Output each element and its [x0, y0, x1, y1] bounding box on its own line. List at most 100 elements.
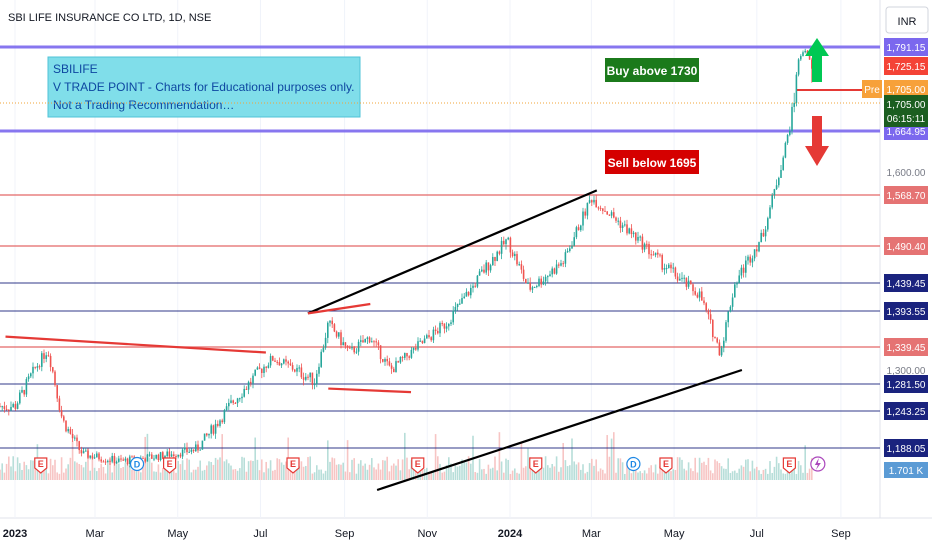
candle-body	[412, 347, 415, 350]
x-tick-label-5[interactable]: Nov	[417, 528, 437, 540]
candle-body	[516, 253, 518, 265]
volume-bar	[742, 466, 745, 480]
candle-body	[395, 361, 397, 373]
trendline-3[interactable]	[328, 387, 412, 394]
volume-bar	[698, 457, 701, 480]
trendline-0[interactable]	[5, 335, 266, 354]
candle-body	[632, 232, 635, 235]
grid	[14, 0, 842, 518]
dividend-icon[interactable]	[626, 456, 641, 472]
candle-body	[685, 277, 688, 287]
earnings-icon-label: E	[786, 459, 792, 469]
candle-body	[192, 449, 195, 452]
trendline-4[interactable]	[376, 368, 743, 492]
earnings-icon[interactable]	[782, 457, 796, 474]
volume-bar	[562, 443, 564, 480]
x-tick-label-8[interactable]: May	[664, 528, 685, 540]
x-tick-label-10[interactable]: Sep	[831, 528, 851, 540]
candle-body	[723, 340, 725, 348]
earnings-icon[interactable]	[411, 457, 425, 474]
volume-bar	[280, 462, 283, 480]
volume-bar	[258, 470, 261, 480]
bar-countdown: 06:15:11	[887, 114, 926, 125]
volume-bar	[734, 470, 736, 480]
volume-bar	[652, 472, 655, 480]
volume-bar	[580, 469, 582, 480]
dividend-icon[interactable]	[129, 456, 145, 472]
volume-bar	[793, 461, 795, 480]
earnings-icon[interactable]	[163, 457, 177, 474]
sell-label[interactable]: Sell below 1695	[605, 150, 699, 174]
candle-body	[12, 404, 14, 407]
volume-bar	[406, 457, 408, 480]
x-tick-label-2[interactable]: May	[167, 528, 188, 540]
candle-body	[360, 340, 362, 342]
trendline-1[interactable]	[307, 189, 598, 315]
volume-bar	[111, 472, 113, 480]
candle-body	[701, 291, 703, 301]
x-tick-label-1[interactable]: Mar	[86, 528, 105, 540]
earnings-icon[interactable]	[34, 457, 48, 474]
x-tick-label-7[interactable]: Mar	[582, 528, 601, 540]
candle-body	[734, 284, 736, 298]
earnings-icon[interactable]	[286, 457, 300, 474]
volume-bar	[771, 472, 773, 480]
buy-label[interactable]: Buy above 1730	[605, 58, 699, 82]
earnings-icon[interactable]	[529, 457, 543, 474]
volume-bar	[604, 473, 606, 480]
earnings-icon[interactable]	[659, 457, 673, 474]
candle-body	[300, 367, 303, 378]
level-badge-8	[884, 402, 928, 420]
volume-bar	[148, 457, 151, 480]
volume-bar	[775, 456, 778, 480]
event-markers[interactable]: E ED E E E D E E	[34, 456, 826, 474]
volume-bar	[353, 458, 355, 480]
candle-body	[311, 372, 314, 385]
volume-bar	[386, 456, 388, 480]
candle-body	[41, 353, 43, 367]
candle-body	[368, 337, 371, 343]
volume-bar	[243, 457, 245, 480]
candle-body	[122, 459, 124, 461]
candle-body	[441, 323, 443, 325]
candle-body	[421, 340, 424, 344]
candle-body	[144, 458, 146, 462]
candle-body	[606, 211, 608, 215]
candle-body	[738, 275, 740, 283]
candle-body	[357, 341, 360, 352]
candle-body	[729, 306, 732, 312]
volume-bar	[340, 464, 342, 480]
trendlines[interactable]	[5, 189, 743, 492]
trendline-2[interactable]	[307, 302, 371, 315]
candle-body	[283, 359, 285, 364]
horizontal-levels[interactable]	[0, 45, 880, 449]
x-tick-label-4[interactable]: Sep	[335, 528, 355, 540]
volume-bar	[261, 459, 263, 480]
volume-bar	[650, 465, 652, 480]
candle-body	[93, 457, 96, 459]
candle-body	[443, 323, 446, 329]
x-tick-label-0[interactable]: 2023	[3, 528, 27, 540]
volume-bar	[388, 471, 391, 480]
x-axis-ticks[interactable]: 2023 Mar May Jul Sep Nov 2024 Mar May Jul Sep	[3, 528, 851, 540]
volume-bar	[478, 459, 481, 480]
candle-body	[188, 451, 190, 453]
volume-bar	[481, 469, 483, 480]
volume-bar	[674, 469, 677, 480]
candle-body	[89, 455, 91, 458]
level-badge-0	[884, 38, 928, 56]
volume-bar	[494, 456, 496, 480]
candle-body	[806, 50, 809, 54]
note-box[interactable]: SBILIFE V TRADE POINT - Charts for Educa…	[47, 56, 361, 118]
candle-body	[408, 356, 410, 358]
candle-body	[786, 134, 789, 143]
x-tick-label-3[interactable]: Jul	[253, 528, 267, 540]
candle-body	[624, 224, 626, 226]
volume-bar	[78, 464, 80, 480]
x-tick-label-9[interactable]: Jul	[750, 528, 764, 540]
x-tick-label-6[interactable]: 2024	[498, 528, 523, 540]
volume-bar	[624, 473, 626, 480]
currency-button[interactable]: INR	[885, 6, 929, 34]
candle-body	[582, 211, 584, 226]
